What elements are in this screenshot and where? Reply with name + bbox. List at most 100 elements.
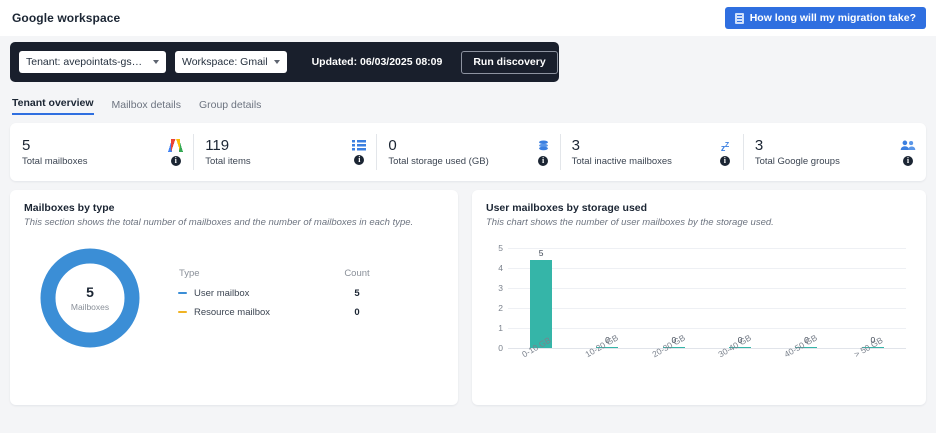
legend-header-count: Count	[344, 267, 370, 279]
chart-x-axis: 0-10 GB 10-20 GB 20-30 GB 30-40 GB 40-50…	[508, 332, 906, 388]
bar-item[interactable]: 5	[508, 248, 574, 348]
y-tick-label: 4	[498, 263, 503, 273]
stat-total-items: 119 Total items i	[193, 123, 376, 181]
legend-type-cell: Resource mailbox	[178, 303, 330, 322]
bar-item[interactable]: 0	[840, 248, 906, 348]
gmail-icon	[168, 138, 184, 152]
mailboxes-donut-chart: 5 Mailboxes	[34, 242, 146, 354]
run-discovery-button[interactable]: Run discovery	[461, 50, 558, 74]
panel-title: User mailboxes by storage used	[486, 202, 648, 214]
legend-row: Resource mailbox 0	[178, 303, 384, 322]
legend-table: Type Count User mailbox 5	[178, 267, 384, 322]
tab-bar: Tenant overview Mailbox details Group de…	[10, 95, 926, 115]
gridline: 5	[498, 243, 906, 253]
x-tick: 30-40 GB	[707, 332, 773, 388]
bar-value-label: 0	[804, 334, 809, 345]
legend-row: User mailbox 5	[178, 284, 384, 303]
chevron-down-icon	[153, 60, 159, 64]
y-tick-label: 5	[498, 243, 503, 253]
info-icon[interactable]: i	[538, 155, 549, 166]
x-tick: 0-10 GB	[508, 335, 574, 388]
stat-label: Total items	[205, 155, 251, 167]
storage-bar-chart: 5 4 3 2 1 0 5 0	[486, 240, 912, 388]
tab-tenant-overview[interactable]: Tenant overview	[12, 97, 94, 115]
panel-subtitle: This section shows the total number of m…	[24, 217, 414, 228]
dashboard-panels: Mailboxes by type This section shows the…	[10, 190, 926, 405]
bar[interactable]	[729, 346, 752, 348]
info-icon[interactable]: i	[719, 155, 730, 166]
legend-header-row: Type Count	[178, 267, 384, 284]
y-tick-label: 3	[498, 283, 503, 293]
chart-plot-area: 5 4 3 2 1 0 5 0	[498, 243, 906, 353]
bar-value-label: 0	[870, 334, 876, 345]
stat-label: Total Google groups	[754, 155, 840, 167]
gridline: 4	[498, 263, 906, 273]
sleep-zz-icon: zZ	[720, 141, 729, 153]
bar-value-label: 0	[737, 334, 743, 345]
x-tick: 20-30 GB	[641, 332, 707, 388]
bar[interactable]	[530, 260, 553, 348]
bar[interactable]	[861, 346, 884, 348]
database-stack-icon	[538, 139, 548, 150]
legend-type-label: Resource mailbox	[194, 306, 271, 318]
info-icon[interactable]: i	[170, 155, 181, 166]
bar-value-label: 0	[671, 334, 677, 345]
app-header: Google workspace How long will my migrat…	[0, 0, 936, 36]
stat-value: 5	[22, 136, 31, 154]
gridline: 1	[498, 323, 906, 333]
chevron-down-icon	[273, 60, 280, 64]
stat-value: 119	[205, 136, 230, 154]
bar[interactable]	[662, 346, 685, 348]
tenant-select-value: Tenant: avepointats-gsuite.c...	[26, 56, 147, 68]
y-tick-label: 1	[498, 323, 503, 333]
bar[interactable]	[596, 346, 619, 348]
document-icon	[734, 12, 744, 24]
donut-total-value: 5	[86, 284, 94, 300]
tab-mailbox-details[interactable]: Mailbox details	[111, 99, 181, 111]
stat-label: Total storage used (GB)	[388, 155, 489, 167]
migration-estimate-button[interactable]: How long will my migration take?	[724, 7, 926, 29]
x-tick: 10-20 GB	[574, 332, 640, 388]
gridline: 3	[498, 283, 906, 293]
stat-total-google-groups: 3 Total Google groups i	[742, 123, 926, 181]
bar-item[interactable]: 0	[574, 248, 640, 348]
stat-value: 0	[388, 136, 397, 154]
stat-total-inactive-mailboxes: 3 Total inactive mailboxes zZ i	[559, 123, 743, 181]
stat-value: 3	[571, 136, 580, 154]
x-tick: > 50 GB	[840, 335, 906, 388]
people-icon	[900, 140, 916, 150]
bar-series: 5 0 0 0	[508, 248, 906, 348]
discovery-toolbar: Tenant: avepointats-gsuite.c... Workspac…	[10, 42, 559, 82]
tenant-select[interactable]: Tenant: avepointats-gsuite.c...	[19, 51, 166, 73]
info-icon[interactable]: i	[354, 154, 365, 165]
list-icon	[352, 139, 367, 151]
migration-estimate-label: How long will my migration take?	[749, 12, 916, 24]
bar[interactable]	[795, 346, 818, 348]
panel-subtitle: This chart shows the number of user mail…	[486, 217, 774, 228]
gridline-baseline: 0	[498, 343, 906, 353]
stat-value: 3	[754, 136, 764, 154]
legend-type-label: User mailbox	[194, 287, 250, 299]
gridline: 2	[498, 303, 906, 313]
mailboxes-by-type-panel: Mailboxes by type This section shows the…	[10, 190, 458, 405]
legend-header-type: Type	[179, 267, 200, 279]
legend-swatch-resource-mailbox	[178, 310, 187, 314]
storage-used-panel: User mailboxes by storage used This char…	[472, 190, 926, 405]
summary-stats-card: 5 Total mailboxes i 119 Total items i 0 …	[10, 123, 926, 181]
tab-group-details[interactable]: Group details	[198, 99, 262, 111]
panel-title: Mailboxes by type	[24, 202, 115, 214]
donut-svg	[40, 248, 140, 348]
workspace-select[interactable]: Workspace: Gmail	[175, 51, 287, 73]
bar-item[interactable]: 0	[641, 248, 707, 348]
bar-item[interactable]: 0	[707, 248, 773, 348]
stat-label: Total mailboxes	[22, 155, 88, 167]
info-icon[interactable]: i	[903, 155, 914, 166]
legend-type-cell: User mailbox	[178, 284, 330, 303]
bar-value-label: 0	[605, 334, 610, 345]
legend-count-cell: 0	[354, 306, 360, 318]
legend-count-cell: 5	[354, 287, 360, 299]
updated-timestamp: Updated: 06/03/2025 08:09	[311, 56, 443, 68]
bar-item[interactable]: 0	[773, 248, 839, 348]
bar-value-label: 5	[538, 248, 544, 258]
y-tick-label: 0	[498, 343, 503, 353]
